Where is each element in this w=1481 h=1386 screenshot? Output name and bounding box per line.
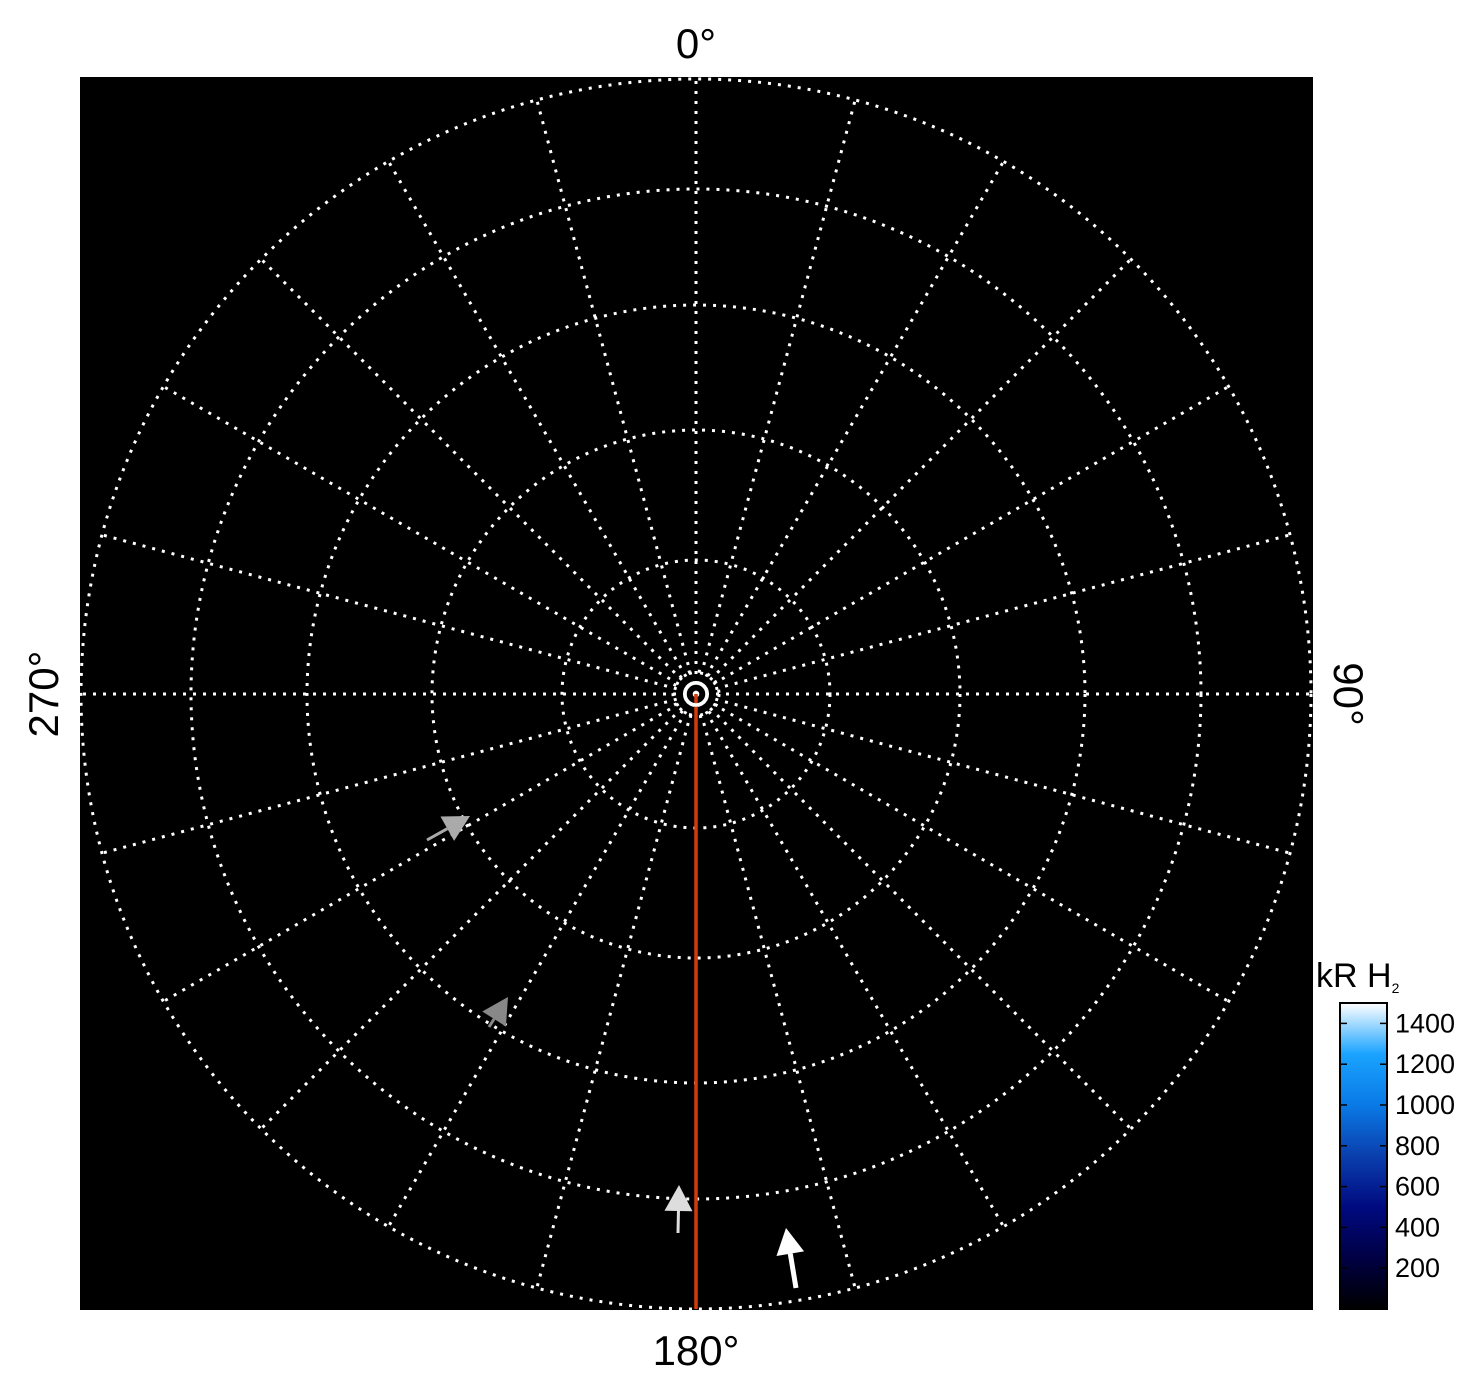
arrow-3 [664, 1185, 693, 1234]
grid-spoke [694, 693, 1005, 1228]
colorbar-tick-label: 800 [1395, 1131, 1440, 1161]
arrows [426, 816, 805, 1289]
colorbar-tick-label: 1400 [1395, 1008, 1455, 1038]
grid-spoke [694, 692, 1132, 1130]
arrow-4 [776, 1228, 805, 1289]
grid-spoke [260, 692, 698, 1130]
colorbar-gradient [1339, 1002, 1388, 1310]
grid-circle [430, 428, 962, 960]
colorbar: kR H2 200 400 600 800 1000 1200 1400 [1316, 957, 1455, 1310]
grid-spoke [695, 533, 1291, 696]
grid-spoke [694, 693, 857, 1289]
grid-spoke [162, 385, 697, 696]
colorbar-tick-label: 400 [1395, 1212, 1440, 1242]
arrow-head [482, 997, 508, 1027]
grid-spoke [695, 385, 1230, 696]
grid-spoke [694, 258, 1132, 696]
grid-circle [79, 77, 1313, 1311]
grid-spoke [101, 533, 697, 696]
grid-spoke [260, 258, 698, 696]
grid-spoke [694, 160, 1005, 695]
grid-spoke [695, 692, 1291, 855]
colorbar-label: kR H2 [1316, 957, 1400, 996]
arrow-1 [426, 816, 470, 842]
grid-spoke [695, 692, 1230, 1003]
grid-spoke [101, 692, 697, 855]
arrow-head [440, 816, 470, 841]
arrow-shaft [787, 1253, 799, 1289]
grid-spoke [387, 693, 698, 1228]
colorbar-tick-label: 1000 [1395, 1090, 1455, 1120]
arrow-2 [482, 997, 508, 1028]
arrow-shaft [487, 1018, 496, 1028]
polar-grid [79, 77, 1313, 1311]
angle-label-270: 270° [20, 651, 67, 738]
grid-spoke [162, 692, 697, 1003]
colorbar-tick-label: 1200 [1395, 1049, 1455, 1079]
grid-spoke [387, 160, 698, 695]
grid-circle [189, 187, 1203, 1201]
grid-spoke [535, 693, 698, 1289]
colorbar-tick-label: 600 [1395, 1172, 1440, 1202]
angle-label-180: 180° [653, 1327, 740, 1374]
pole-marker [683, 681, 709, 707]
arrow-head [776, 1228, 805, 1256]
grid-spoke [535, 99, 698, 695]
colorbar-tick-label: 200 [1395, 1253, 1440, 1283]
angle-label-90: 90° [1325, 662, 1372, 726]
arrow-shaft [426, 827, 449, 842]
arrow-head [664, 1185, 693, 1212]
angle-label-0: 0° [676, 20, 716, 67]
grid-spoke [694, 99, 857, 695]
